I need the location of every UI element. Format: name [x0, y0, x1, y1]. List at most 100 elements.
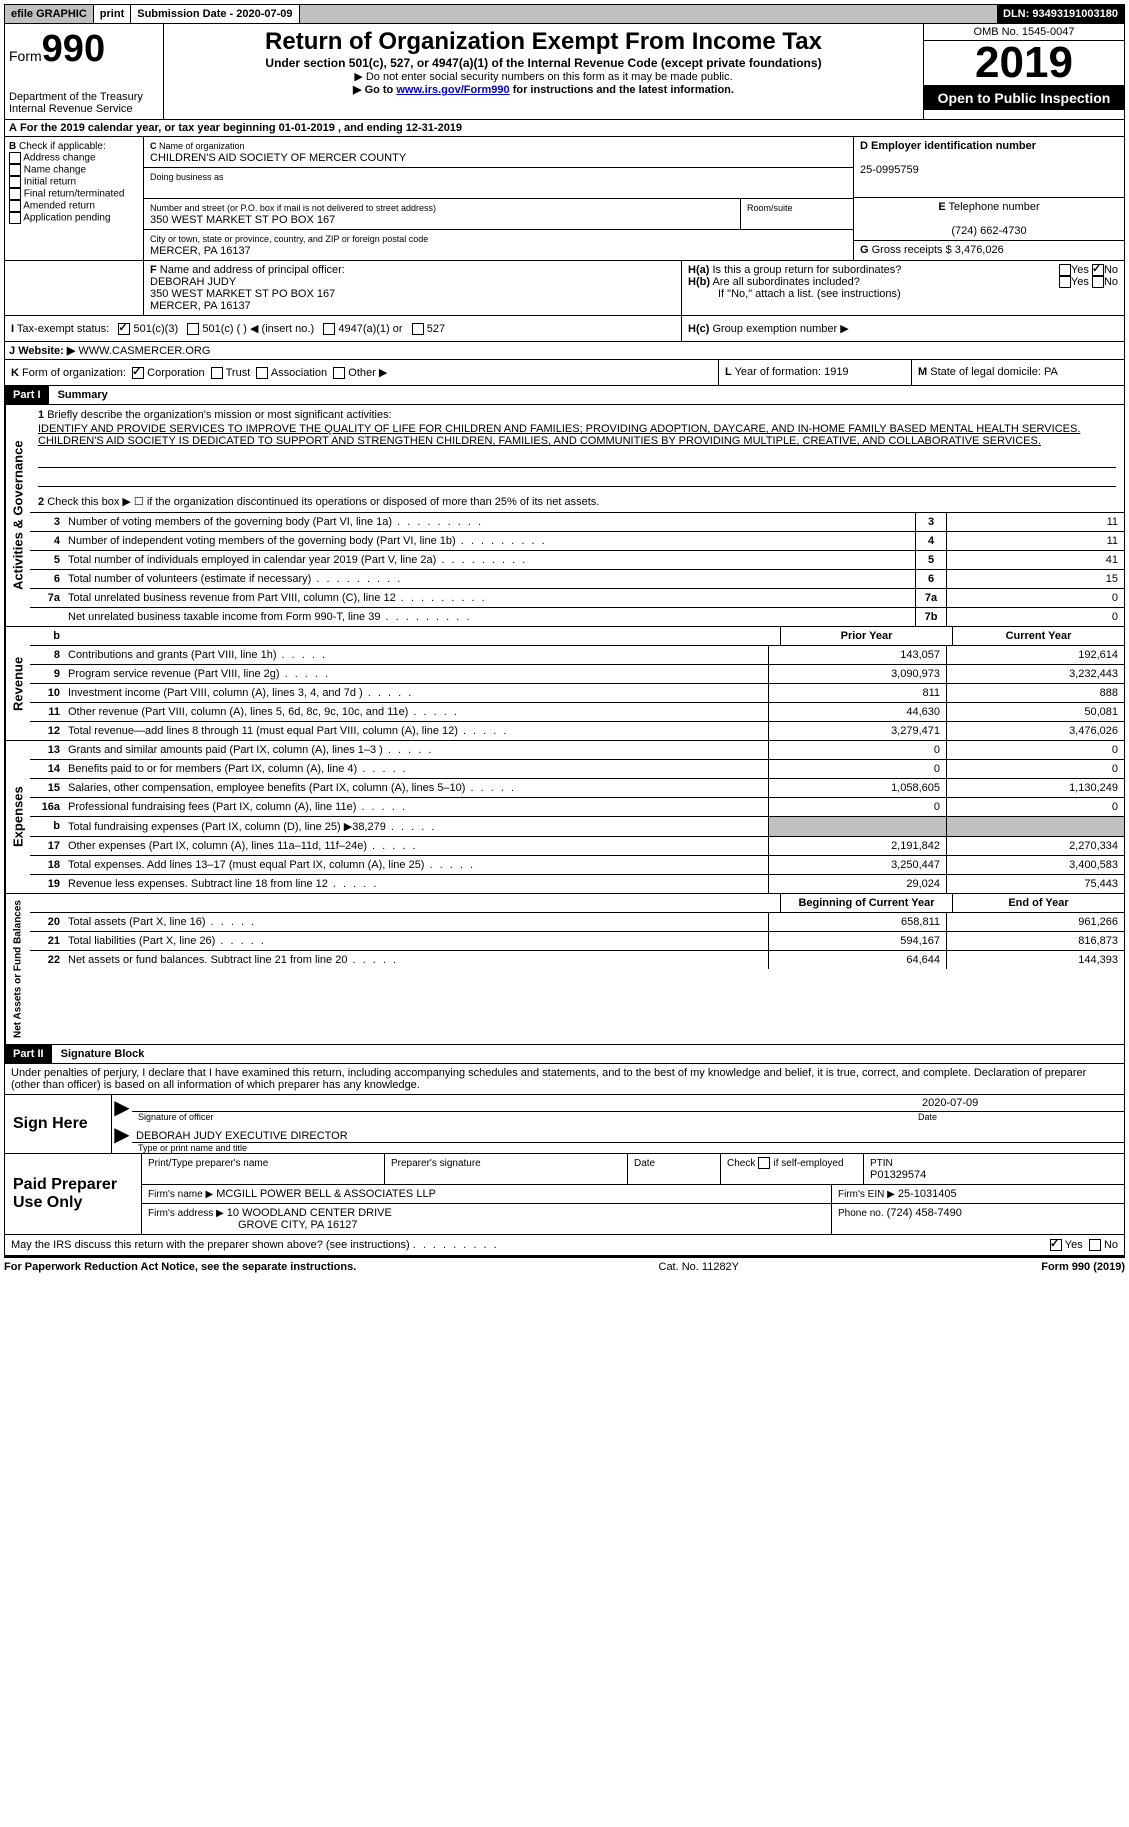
opt-trust: Trust [226, 367, 251, 379]
prep-h3: Date [634, 1158, 655, 1169]
print-button[interactable]: print [94, 5, 131, 23]
officer-addr: 350 WEST MARKET ST PO BOX 167 [150, 288, 335, 300]
form-990: 990 [42, 28, 105, 70]
cb-amended[interactable] [9, 200, 21, 212]
cb-501c[interactable] [187, 323, 199, 335]
cb-trust[interactable] [211, 367, 223, 379]
org-city: MERCER, PA 16137 [150, 245, 251, 257]
data-line: bTotal fundraising expenses (Part IX, co… [30, 817, 1124, 837]
cb-address-change[interactable] [9, 152, 21, 164]
mission-text: IDENTIFY AND PROVIDE SERVICES TO IMPROVE… [38, 421, 1116, 449]
dba-label: Doing business as [150, 172, 224, 182]
ptin-val: P01329574 [870, 1169, 926, 1181]
opt-4947: 4947(a)(1) or [338, 323, 402, 335]
cb-corp[interactable] [132, 367, 144, 379]
firm-addr1: 10 WOODLAND CENTER DRIVE [227, 1207, 392, 1219]
cb-name-change[interactable] [9, 164, 21, 176]
cb-501c3[interactable] [118, 323, 130, 335]
cb-ha-no[interactable] [1092, 264, 1104, 276]
form-word: Form [9, 48, 42, 64]
discuss-text: May the IRS discuss this return with the… [11, 1239, 410, 1251]
cb-final[interactable] [9, 188, 21, 200]
data-line: 19Revenue less expenses. Subtract line 1… [30, 875, 1124, 893]
col-c-name: C Name of organization CHILDREN'S AID SO… [144, 137, 853, 260]
b-label: Check if applicable: [19, 141, 106, 152]
col-d-right: D Employer identification number 25-0995… [853, 137, 1124, 260]
q1-text: Briefly describe the organization's miss… [47, 409, 391, 421]
cb-discuss-no[interactable] [1089, 1239, 1101, 1251]
goto-pre: Go to [365, 84, 397, 96]
vert-balances: Net Assets or Fund Balances [5, 894, 30, 1044]
section-balances: Net Assets or Fund Balances Beginning of… [4, 894, 1125, 1045]
data-line: 16aProfessional fundraising fees (Part I… [30, 798, 1124, 817]
cb-initial[interactable] [9, 176, 21, 188]
prep-h1: Print/Type preparer's name [148, 1158, 268, 1169]
cb-hb-no[interactable] [1092, 276, 1104, 288]
row-klm: K Form of organization: Corporation Trus… [4, 360, 1125, 386]
gross-label: Gross receipts $ [872, 244, 952, 256]
sig-label: Signature of officer [132, 1112, 912, 1122]
rev-header-row: b Prior Year Current Year [30, 627, 1124, 646]
hc-row: H(c) Group exemption number ▶ [682, 316, 1124, 341]
cb-hb-yes[interactable] [1059, 276, 1071, 288]
eoy-header: End of Year [952, 894, 1124, 912]
cb-discuss-yes[interactable] [1050, 1239, 1062, 1251]
no2: No [1104, 276, 1118, 288]
officer-sig-line[interactable] [132, 1095, 920, 1111]
data-line: 22Net assets or fund balances. Subtract … [30, 951, 1124, 969]
hc-text: Group exemption number ▶ [712, 323, 848, 335]
website-label: Website: ▶ [18, 345, 75, 357]
period-text: For the 2019 calendar year, or tax year … [20, 122, 462, 134]
gov-line: 5Total number of individuals employed in… [30, 551, 1124, 570]
firm-label: Firm's name ▶ [148, 1189, 213, 1200]
part2-title: Signature Block [55, 1048, 145, 1060]
firm-addr2: GROVE CITY, PA 16127 [148, 1219, 357, 1231]
form-number: Form990 [9, 28, 159, 71]
prep-h4a: Check [727, 1158, 755, 1169]
yes1: Yes [1071, 264, 1089, 276]
preparer-label: Paid Preparer Use Only [5, 1154, 142, 1234]
firm-phone-label: Phone no. [838, 1208, 884, 1219]
sig-date: 2020-07-09 [920, 1095, 1124, 1111]
gov-line: Net unrelated business taxable income fr… [30, 608, 1124, 626]
irs-link[interactable]: www.irs.gov/Form990 [396, 84, 509, 96]
cb-4947[interactable] [323, 323, 335, 335]
cb-ha-yes[interactable] [1059, 264, 1071, 276]
opt-corp: Corporation [147, 367, 204, 379]
cb-assoc[interactable] [256, 367, 268, 379]
gross-value: 3,476,026 [955, 244, 1004, 256]
sign-arrow2-icon: ▶ [112, 1122, 132, 1153]
submission-date: Submission Date - 2020-07-09 [131, 5, 299, 23]
col-b-checks: B Check if applicable: Address change Na… [5, 137, 144, 260]
vert-expenses: Expenses [5, 741, 30, 893]
data-line: 9Program service revenue (Part VIII, lin… [30, 665, 1124, 684]
efile-label: efile GRAPHIC [5, 5, 94, 23]
vert-revenue: Revenue [5, 627, 30, 740]
cb-self-employed[interactable] [758, 1157, 770, 1169]
cb-pending[interactable] [9, 212, 21, 224]
col-h: H(a) Is this a group return for subordin… [682, 261, 1124, 315]
part2-header-row: Part II Signature Block [4, 1045, 1125, 1064]
opt-other: Other ▶ [348, 367, 387, 379]
org-address: 350 WEST MARKET ST PO BOX 167 [150, 214, 335, 226]
name-label: Name of organization [159, 141, 245, 151]
data-line: 18Total expenses. Add lines 13–17 (must … [30, 856, 1124, 875]
sign-arrow1-icon: ▶ [112, 1095, 132, 1122]
yes2: Yes [1071, 276, 1089, 288]
prior-year-header: Prior Year [780, 627, 952, 645]
addr-label: Number and street (or P.O. box if mail i… [150, 203, 436, 213]
cb-other[interactable] [333, 367, 345, 379]
cb-527[interactable] [412, 323, 424, 335]
preparer-section: Paid Preparer Use Only Print/Type prepar… [4, 1154, 1125, 1235]
prep-h2: Preparer's signature [391, 1158, 481, 1169]
firm-addr-label: Firm's address ▶ [148, 1208, 224, 1219]
ein-label: Employer identification number [871, 140, 1036, 152]
discuss-yes: Yes [1065, 1239, 1083, 1251]
gov-line: 4Number of independent voting members of… [30, 532, 1124, 551]
footer-left: For Paperwork Reduction Act Notice, see … [4, 1261, 356, 1273]
footer-right: Form 990 (2019) [1041, 1261, 1125, 1273]
phone-label: Telephone number [949, 201, 1040, 213]
opt-501c: 501(c) ( ) ◀ (insert no.) [202, 323, 314, 335]
opt-address: Address change [23, 153, 95, 164]
website-value: WWW.CASMERCER.ORG [78, 345, 210, 357]
